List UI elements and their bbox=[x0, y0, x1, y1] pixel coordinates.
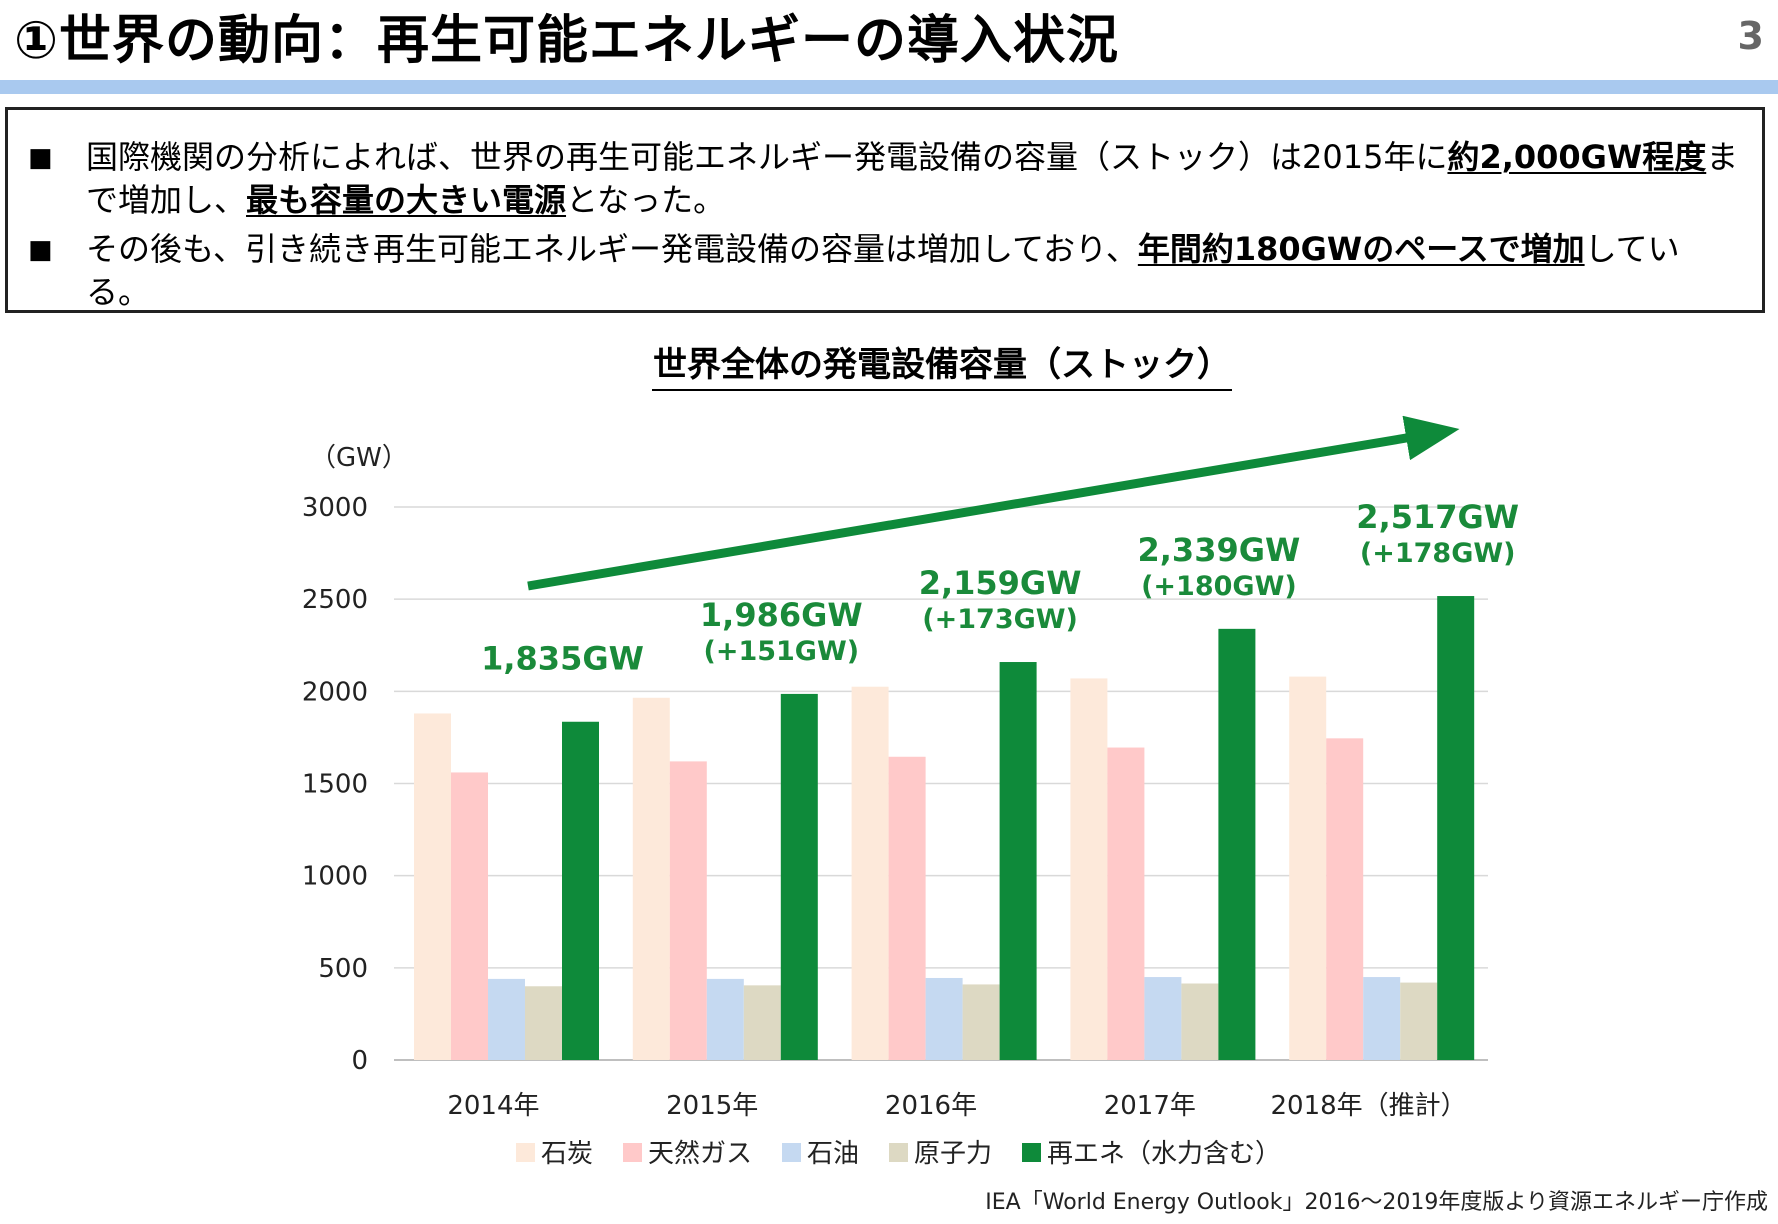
page-number: 3 bbox=[1737, 14, 1764, 58]
y-axis-unit: （GW） bbox=[310, 443, 408, 473]
bar-3-1 bbox=[488, 978, 525, 1060]
bar-4-4 bbox=[1181, 983, 1219, 1060]
bar-3-3 bbox=[925, 977, 963, 1060]
x-category-label: 2017年 bbox=[1104, 1091, 1196, 1121]
bar-2-3 bbox=[888, 756, 926, 1060]
bar-5-1 bbox=[562, 721, 599, 1060]
source-note: IEA「World Energy Outlook」2016～2019年度版より資… bbox=[985, 1190, 1768, 1215]
legend-label: 天然ガス bbox=[648, 1139, 752, 1169]
y-tick-label: 0 bbox=[351, 1046, 368, 1076]
bullet-1-text: 国際機関の分析によれば、世界の再生可能エネルギー発電設備の容量（ストック）は20… bbox=[86, 136, 1742, 222]
legend-label: 原子力 bbox=[914, 1139, 992, 1169]
bullet-1-part-c: となった。 bbox=[566, 181, 726, 219]
bar-1-2 bbox=[632, 697, 670, 1060]
bar-4-1 bbox=[525, 986, 562, 1060]
y-tick-label: 3000 bbox=[302, 493, 368, 523]
bar-1-5 bbox=[1289, 676, 1327, 1060]
bullet-square-icon: ■ bbox=[28, 143, 53, 173]
bullet-1-emphasis-b: 最も容量の大きい電源 bbox=[246, 181, 567, 219]
bullet-2-text: その後も、引き続き再生可能エネルギー発電設備の容量は増加しており、年間約180G… bbox=[86, 228, 1742, 314]
summary-box: ■ 国際機関の分析によれば、世界の再生可能エネルギー発電設備の容量（ストック）は… bbox=[5, 107, 1765, 313]
bullet-2-part-a: その後も、引き続き再生可能エネルギー発電設備の容量は増加しており、 bbox=[86, 230, 1138, 268]
x-category-label: 2015年 bbox=[666, 1091, 758, 1121]
legend-swatch bbox=[889, 1143, 908, 1162]
chart-title: 世界全体の発電設備容量（ストック） bbox=[653, 345, 1231, 385]
legend-swatch bbox=[623, 1143, 642, 1162]
value-label-total: 2,159GW bbox=[919, 564, 1082, 602]
legend: 石炭 天然ガス 石油 原子力 再エネ（水力含む） bbox=[516, 1139, 1281, 1169]
bar-2-5 bbox=[1326, 738, 1364, 1060]
summary-bullet-1: ■ 国際機関の分析によれば、世界の再生可能エネルギー発電設備の容量（ストック）は… bbox=[28, 136, 1742, 222]
x-category-label: 2014年 bbox=[447, 1091, 539, 1121]
legend-label: 再エネ（水力含む） bbox=[1047, 1139, 1281, 1169]
title-divider bbox=[0, 80, 1778, 94]
slide-title: ①世界の動向：再生可能エネルギーの導入状況 bbox=[14, 11, 1120, 71]
labels: 2014年 1,835GW 2015年 1,986GW(+151GW) 2016年 2,1… bbox=[447, 498, 1519, 1121]
bar-1-4 bbox=[1070, 678, 1108, 1060]
bar-3-5 bbox=[1363, 977, 1401, 1060]
bar-5-5 bbox=[1437, 596, 1475, 1060]
legend-swatch bbox=[516, 1143, 535, 1162]
value-label-total: 2,517GW bbox=[1356, 498, 1519, 536]
bar-1-1 bbox=[414, 713, 451, 1060]
bar-4-2 bbox=[743, 985, 781, 1060]
legend-swatch bbox=[1022, 1143, 1041, 1162]
bullet-1-part-a: 国際機関の分析によれば、世界の再生可能エネルギー発電設備の容量（ストック）は20… bbox=[86, 138, 1448, 176]
legend-label: 石炭 bbox=[541, 1139, 593, 1169]
value-label-delta: (+151GW) bbox=[703, 636, 859, 667]
value-label-delta: (+180GW) bbox=[1141, 571, 1297, 602]
x-category-label: 2016年 bbox=[885, 1091, 977, 1121]
bar-5-3 bbox=[999, 662, 1037, 1060]
bullet-2-part-b: している。 bbox=[86, 230, 1680, 311]
bar-4-3 bbox=[962, 984, 1000, 1060]
bar-3-2 bbox=[706, 978, 744, 1060]
bars bbox=[414, 596, 1475, 1060]
bar-2-4 bbox=[1107, 747, 1145, 1060]
bullet-1-emphasis-a: 約2,000GW程度 bbox=[1447, 138, 1707, 176]
y-tick-label: 1000 bbox=[302, 862, 368, 892]
value-label-delta: (+178GW) bbox=[1360, 538, 1516, 569]
bar-4-5 bbox=[1400, 982, 1438, 1060]
bar-3-4 bbox=[1144, 977, 1182, 1060]
capacity-bar-chart: 世界全体の発電設備容量（ストック） （GW） 0 500 1000 1500 2000 2… bbox=[302, 345, 1519, 1169]
legend-swatch bbox=[782, 1143, 801, 1162]
summary-bullet-2: ■ その後も、引き続き再生可能エネルギー発電設備の容量は増加しており、年間約18… bbox=[28, 228, 1742, 314]
value-label-total: 1,986GW bbox=[700, 596, 863, 634]
bar-5-2 bbox=[780, 693, 818, 1060]
y-tick-label: 2500 bbox=[302, 585, 368, 615]
bar-2-1 bbox=[451, 772, 488, 1060]
y-tick-label: 2000 bbox=[302, 677, 368, 707]
y-tick-label: 500 bbox=[318, 954, 368, 984]
bullet-1-part-b: まで増加し、 bbox=[86, 138, 1739, 219]
value-label-total: 2,339GW bbox=[1138, 531, 1301, 569]
y-tick-label: 1500 bbox=[302, 770, 368, 800]
bar-2-2 bbox=[669, 761, 707, 1060]
value-label-delta: (+173GW) bbox=[922, 604, 1078, 635]
bar-5-4 bbox=[1218, 628, 1256, 1060]
bar-1-3 bbox=[851, 686, 889, 1060]
value-label-total: 1,835GW bbox=[481, 640, 644, 678]
growth-trend-arrow bbox=[527, 415, 1460, 591]
legend-label: 石油 bbox=[807, 1139, 859, 1169]
bullet-2-emphasis-a: 年間約180GWのペースで増加 bbox=[1137, 230, 1585, 268]
bullet-square-icon: ■ bbox=[28, 235, 53, 265]
x-category-label: 2018年（推計） bbox=[1271, 1091, 1467, 1121]
